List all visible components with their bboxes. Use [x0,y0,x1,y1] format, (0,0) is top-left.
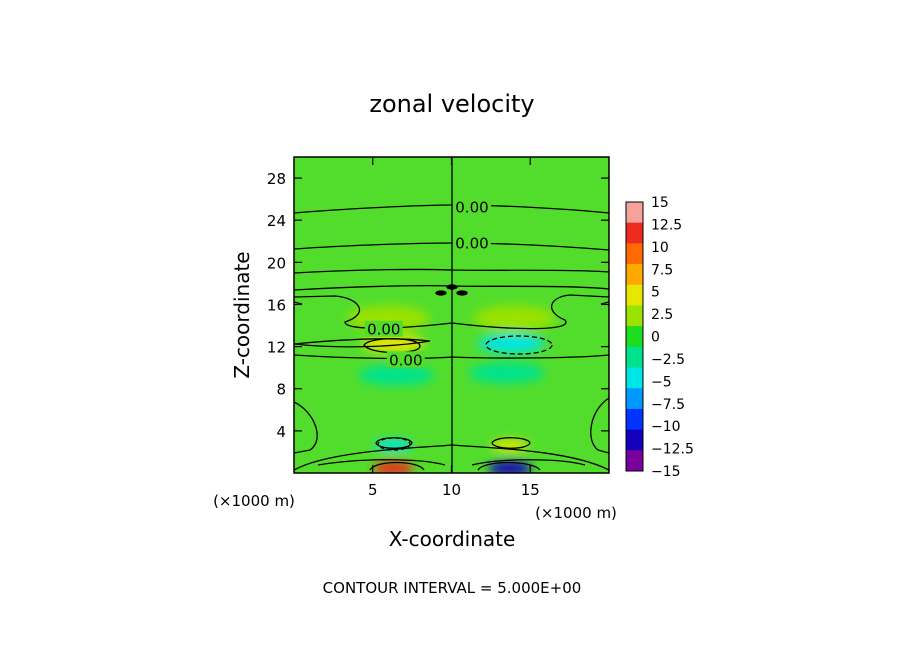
colorbar-label-3: 7.5 [651,262,673,278]
colorbar-segment-11 [626,429,643,451]
contour-label-1: 0.00 [455,234,488,252]
colorbar-label-6: 0 [651,330,660,346]
contour-label-2: 0.00 [367,321,400,339]
y-tick-label-12: 12 [267,339,286,357]
colorbar-segment-3 [626,264,643,286]
x-tick-label-15: 15 [521,481,540,499]
y-unit-label: (×1000 m) [535,504,617,522]
contour-line-7 [363,338,421,354]
colorbar-label-12: −15 [651,464,681,480]
y-tick-label-16: 16 [267,296,286,314]
contour-label-0: 0.00 [455,199,488,217]
colorbar-segment-8 [626,367,643,389]
y-axis-ticks: 4 8 12 16 20 24 28 [267,170,609,441]
contour-line-6 [294,338,431,348]
contour-negative-upper [485,335,553,355]
y-axis-label: Z-coordinate [230,251,254,378]
colorbar-label-0: 15 [651,195,669,211]
contour-line-14 [491,437,531,449]
colorbar-segment-12 [626,450,643,472]
colorbar-segment-9 [626,388,643,410]
y-tick-label-4: 4 [276,423,286,441]
x-unit-label: (×1000 m) [213,492,295,510]
colorbar-label-10: −10 [651,419,681,435]
contour-label-bg-0 [452,198,491,215]
colorbar-segment-10 [626,408,643,431]
contour-line-16 [477,461,541,471]
colorbar-frame [625,201,644,472]
colorbar-label-2: 10 [651,240,669,256]
contour-label-3: 0.00 [389,351,422,369]
colorbar-segment-4 [626,284,643,306]
contour-line-8 [294,401,318,454]
contour-label-bg-2 [364,320,403,337]
x-axis-ticks: 5 10 15 [368,157,540,499]
colorbar-segment-7 [626,346,643,369]
colorbar-label-5: 2.5 [651,307,673,323]
contour-negative-lower [377,437,411,451]
colorbar-segment-0 [626,202,643,224]
contour-label-bg-1 [452,234,491,251]
contour-line-9 [590,397,609,454]
contour-label-group: 0.00 0.00 0.00 0.00 [364,198,491,369]
colorbar-label-8: −5 [651,374,672,390]
contour-line-19 [600,301,609,305]
y-tick-label-28: 28 [267,170,286,188]
colorbar-label-9: −7.5 [651,397,685,413]
y-tick-label-8: 8 [276,381,286,399]
contour-label-bg-3 [386,351,425,368]
colorbar-segment-6 [626,326,643,348]
colorbar-label-11: −12.5 [651,442,694,458]
y-tick-label-20: 20 [267,254,286,272]
x-tick-label-10: 10 [442,481,461,499]
chart-title: zonal velocity [369,90,534,118]
colorbar-segment-2 [626,243,643,265]
velocity-feature-4 [358,364,435,386]
colorbar-label-4: 5 [651,285,660,301]
contour-interval-footer: CONTOUR INTERVAL = 5.000E+00 [323,579,582,597]
heatmap-field: 0.00 0.00 0.00 0.00 [294,157,609,473]
contour-line-11 [317,459,446,466]
y-tick-label-24: 24 [267,212,286,230]
velocity-feature-9 [487,460,532,473]
velocity-feature-3 [473,305,556,331]
contour-dot-1 [456,290,468,296]
contour-dot-2 [446,284,458,290]
x-tick-label-5: 5 [368,481,378,499]
colorbar-label-1: 12.5 [651,217,682,233]
colorbar-label-7: −2.5 [651,352,685,368]
colorbar-segment-5 [626,305,643,327]
colorbar: 15 12.5 10 7.5 5 2.5 0 −2.5 −5 −7.5 −10 −12.5 −15 [625,195,694,480]
contour-dot-0 [435,290,447,296]
x-axis-label: X-coordinate [389,527,516,551]
velocity-feature-5 [468,362,545,384]
contour-lines [294,157,609,473]
contour-line-12 [471,459,586,466]
contour-line-18 [294,301,303,305]
colorbar-segment-1 [626,222,643,244]
